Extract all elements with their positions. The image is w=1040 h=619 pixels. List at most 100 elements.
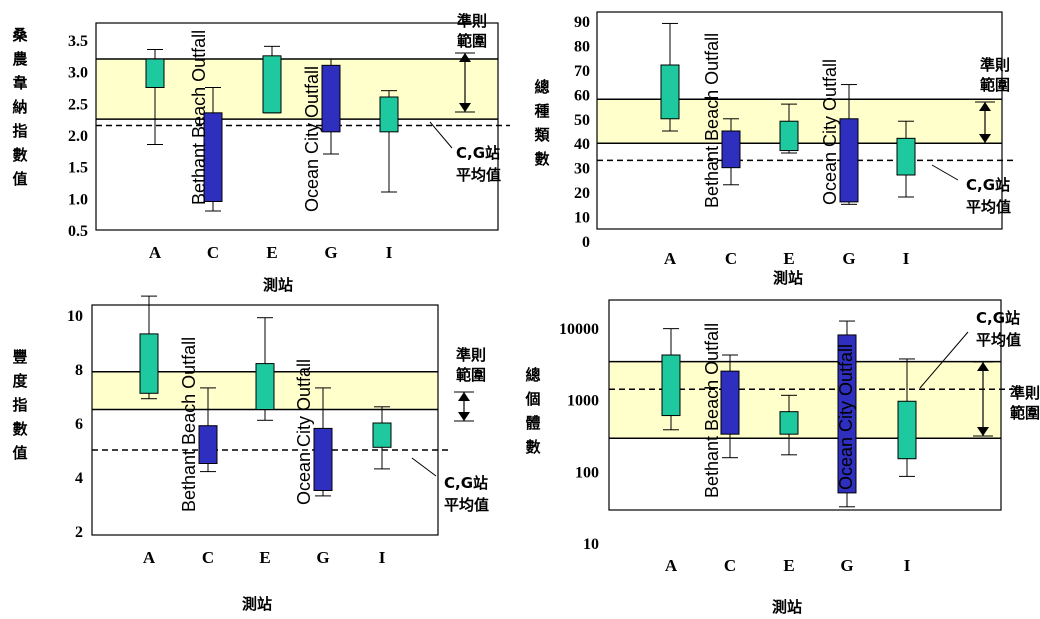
category-label: E	[783, 249, 794, 268]
box-A	[145, 58, 165, 88]
y-axis-label-char: 度	[12, 372, 28, 390]
y-tick-label: 4	[75, 470, 83, 487]
category-label: I	[904, 556, 911, 575]
y-tick-label: 1.0	[68, 191, 88, 208]
box-I	[896, 137, 916, 176]
y-tick-label: 20	[574, 185, 590, 202]
criteria-arrow-down	[458, 412, 470, 421]
box-C	[720, 370, 740, 435]
y-axis-label-char: 類	[533, 126, 550, 144]
y-tick-label: 10000	[559, 321, 599, 338]
category-label: I	[386, 243, 393, 262]
criteria-arrow-up	[458, 392, 470, 401]
outfall-label: Ocean City Outfall	[302, 66, 322, 212]
criteria-label: 範圍	[980, 76, 1010, 94]
category-label: G	[324, 243, 337, 262]
outfall-label: Ocean City Outfall	[294, 359, 314, 505]
outfall-label: Bethant Beach Outfall	[702, 323, 722, 498]
y-tick-label: 0	[582, 234, 590, 251]
y-tick-label: 70	[574, 63, 590, 80]
y-axis-label-char: 指	[12, 122, 27, 140]
category-label: A	[143, 548, 156, 567]
y-tick-label: 3.0	[68, 65, 88, 82]
plot-frame	[596, 11, 1003, 230]
box-G	[313, 427, 333, 491]
chart-1: 0.5 1.0 1.5 2.0 2.5 3.0 3.5 A C E G I Bethant Beach …	[12, 12, 510, 294]
category-label: I	[379, 548, 386, 567]
y-axis-label-char: 值	[12, 170, 27, 188]
y-tick-label: 10	[67, 308, 83, 325]
criteria-label: 準則	[980, 56, 1010, 74]
y-tick-label: 2.0	[68, 128, 88, 145]
box-I	[379, 96, 399, 133]
category-label: I	[903, 249, 910, 268]
criteria-label: 準則	[1010, 384, 1040, 402]
y-tick-label: 80	[574, 38, 590, 55]
y-axis-label-char: 數	[525, 438, 540, 456]
x-axis-label: 測站	[772, 598, 802, 616]
outfall-label: Ocean City Outfall	[836, 344, 856, 490]
box-E	[779, 120, 799, 152]
y-axis-label-char: 納	[12, 98, 27, 116]
criteria-arrow-up	[979, 102, 991, 111]
box-G	[321, 64, 341, 133]
y-axis-label-char: 農	[12, 50, 27, 68]
mean-label: C,G站	[976, 309, 1020, 327]
mean-label: 平均值	[444, 496, 489, 514]
mean-leader-line	[429, 121, 453, 149]
mean-label: 平均值	[966, 198, 1011, 216]
category-label: G	[316, 548, 329, 567]
criteria-band	[597, 99, 1002, 144]
category-label: C	[202, 548, 214, 567]
mean-label: C,G站	[456, 144, 500, 162]
y-tick-label: 10	[574, 210, 590, 227]
plot-frame	[91, 304, 439, 536]
criteria-label: 範圍	[456, 366, 486, 384]
category-label: G	[840, 556, 853, 575]
y-tick-label: 2.5	[68, 96, 88, 113]
category-label: G	[842, 249, 855, 268]
x-axis-label: 測站	[773, 269, 803, 287]
outfall-label: Bethant Beach Outfall	[702, 33, 722, 208]
y-tick-label: 3.5	[68, 33, 88, 50]
mean-leader-line	[411, 457, 437, 477]
x-axis-label: 測站	[263, 276, 293, 294]
outfall-label: Bethant Beach Outfall	[179, 337, 199, 512]
mean-label: C,G站	[966, 176, 1010, 194]
chart-4: 10 100 1000 10000 A C E G I Bethant Beach Outfall…	[524, 299, 1040, 616]
x-axis-label: 測站	[242, 595, 272, 613]
box-I	[897, 400, 917, 460]
y-axis-label-char: 值	[12, 444, 27, 462]
category-label: A	[665, 556, 678, 575]
box-A	[661, 354, 681, 417]
criteria-label: 範圍	[1010, 404, 1040, 422]
y-axis-label-char: 總	[534, 78, 549, 96]
mean-leader-line	[919, 331, 969, 389]
criteria-label: 範圍	[457, 32, 487, 50]
y-tick-label: 90	[574, 14, 590, 31]
category-label: E	[783, 556, 794, 575]
box-C	[198, 425, 218, 465]
y-axis-label-char: 總	[525, 366, 540, 384]
y-axis-label-char: 桑	[12, 26, 28, 44]
criteria-label: 準則	[457, 12, 487, 30]
category-label: A	[664, 249, 677, 268]
criteria-label: 準則	[456, 346, 486, 364]
y-tick-label: 50	[574, 112, 590, 129]
box-E	[262, 55, 282, 114]
category-label: A	[149, 243, 162, 262]
criteria-arrow-up	[459, 53, 471, 62]
criteria-arrow-down	[979, 134, 991, 143]
mean-label: 平均值	[456, 166, 501, 184]
plot-frame	[95, 22, 499, 231]
y-axis-label-char: 數	[534, 150, 549, 168]
mean-label: C,G站	[444, 474, 488, 492]
y-tick-label: 60	[574, 87, 590, 104]
chart-2: 0 10 20 30 40 50 60 70 80 90 A C E G I Bethant Beach Ou…	[533, 11, 1014, 287]
box-G	[839, 118, 859, 203]
category-label: C	[725, 249, 737, 268]
box-C	[203, 112, 223, 202]
chart-3: 2 4 6 8 10 A C E G I Bethant Beach Outfall Ocean Ci…	[12, 295, 489, 613]
criteria-arrow-up	[977, 362, 989, 371]
plot-frame	[608, 299, 1002, 511]
